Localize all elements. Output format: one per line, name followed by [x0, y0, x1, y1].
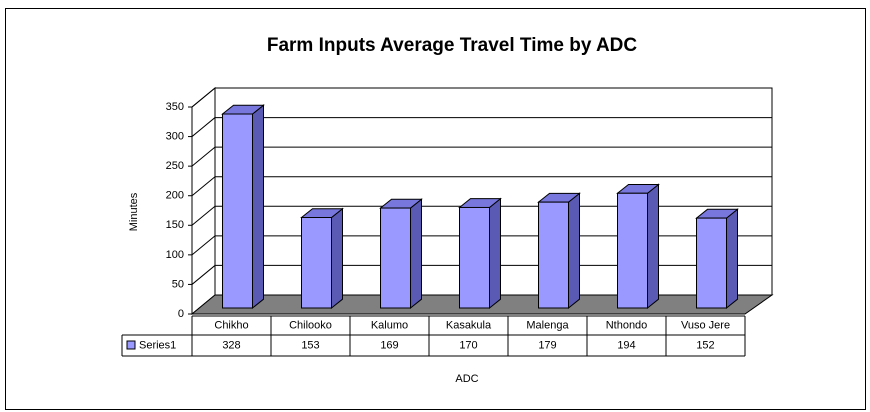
chart-title: Farm Inputs Average Travel Time by ADC: [267, 35, 638, 56]
table-value: 179: [538, 339, 556, 351]
x-tick-label: Kasakula: [446, 319, 492, 331]
x-tick-label: Kalumo: [371, 319, 408, 331]
bar: [538, 201, 569, 309]
y-tick-label: 300: [166, 130, 184, 142]
bar: [617, 192, 648, 309]
table-value: 194: [617, 339, 635, 351]
bar-side: [647, 183, 659, 310]
y-axis-label: Minutes: [128, 192, 140, 231]
y-tick-label: 200: [166, 190, 184, 202]
grid-line: [191, 117, 216, 137]
bar-side: [489, 197, 501, 310]
table-value: 328: [222, 339, 240, 351]
x-tick-label: Vuso Jere: [681, 319, 730, 331]
grid-line: [191, 87, 216, 108]
bar: [301, 217, 332, 309]
legend-label: Series1: [139, 339, 176, 351]
y-tick-label: 50: [172, 278, 184, 290]
bar: [459, 206, 490, 309]
grid-line: [191, 265, 216, 285]
grid-line: [191, 176, 216, 197]
bar-side: [331, 207, 343, 310]
y-tick-label: 350: [166, 101, 184, 113]
y-tick-label: 150: [166, 219, 184, 231]
x-tick-label: Nthondo: [606, 319, 648, 331]
y-tick-label: 0: [178, 308, 184, 320]
bar: [380, 207, 411, 309]
x-tick-label: Chikho: [214, 319, 248, 331]
grid-line: [191, 205, 216, 226]
table-value: 169: [380, 339, 398, 351]
y-tick-label: 250: [166, 160, 184, 172]
table-value: 170: [459, 339, 477, 351]
x-axis-label: ADC: [455, 373, 478, 385]
grid-line: [191, 146, 216, 167]
bar: [222, 113, 253, 309]
table-value: 152: [696, 339, 714, 351]
bar-side: [568, 192, 580, 310]
grid-line: [191, 235, 216, 256]
legend-swatch: [126, 340, 136, 350]
y-tick-label: 100: [166, 249, 184, 261]
bar-side: [726, 208, 738, 310]
x-tick-label: Malenga: [526, 319, 569, 331]
bar-side: [252, 104, 264, 310]
x-tick-label: Chilooko: [289, 319, 332, 331]
bar-side: [410, 198, 422, 310]
table-value: 153: [301, 339, 319, 351]
side-wall: [191, 86, 216, 316]
bar: [696, 217, 727, 309]
